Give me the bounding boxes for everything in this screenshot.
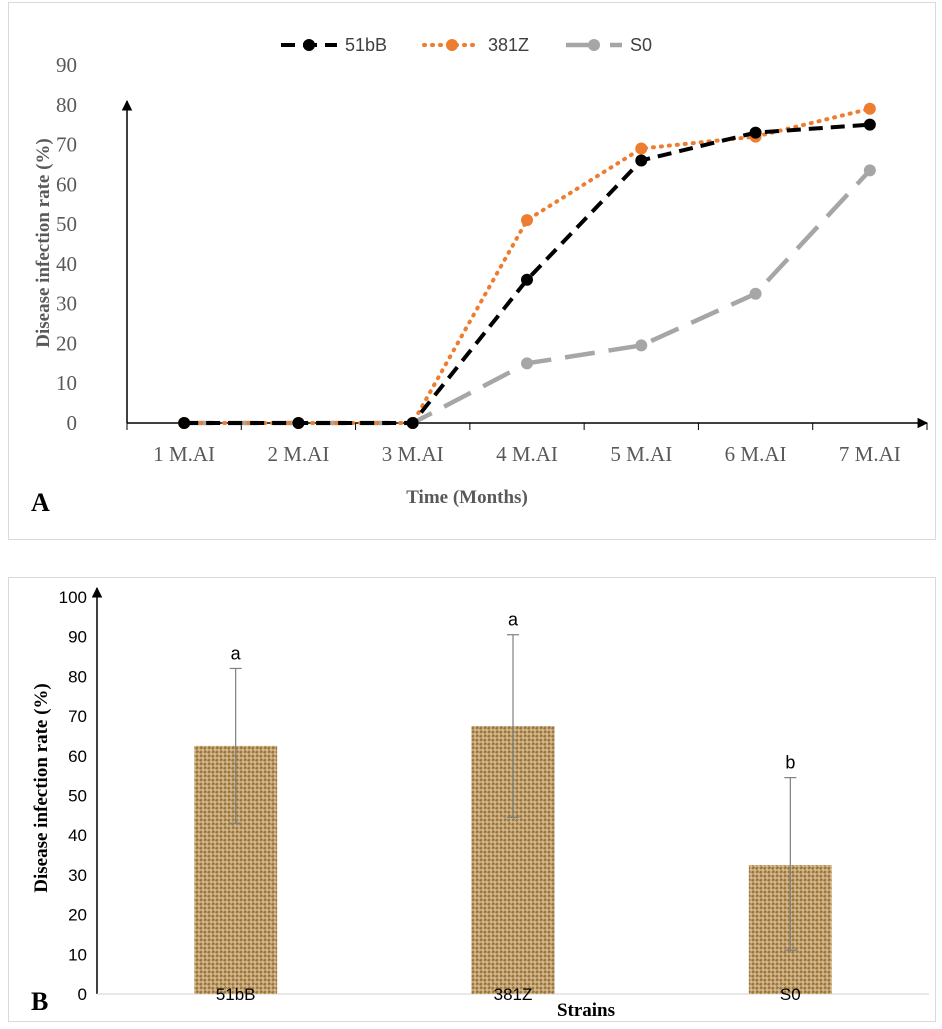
legend-label: 51bB [345,35,387,55]
panel-label: B [31,987,48,1016]
series-line-381Z [182,106,872,425]
x-tick-label: 7 M.AI [839,442,901,466]
data-point-51bB [863,118,876,131]
x-axis-title: Time (Months) [406,487,528,508]
y-tick-label: 40 [56,252,77,276]
y-tick-label: 10 [68,945,87,964]
y-tick-label: 50 [56,212,77,236]
y-tick-label: 0 [67,411,78,435]
y-tick-label: 0 [78,985,87,1004]
data-point-51bB [635,154,648,167]
panel-b-bar-chart: 0 10 20 30 40 50 60 70 80 90 100 a 51bB a 381Z b S0 Disea… [8,577,936,1022]
y-tick-label: 10 [56,371,77,395]
legend-label: S0 [630,35,652,55]
y-tick-label: 90 [56,53,77,77]
y-tick-label: 30 [68,866,87,885]
y-tick-label: 80 [56,93,77,117]
panel-label: A [31,488,50,517]
y-tick-label: 20 [56,331,77,355]
legend-label: 381Z [488,35,529,55]
bar-chart-svg: 0 10 20 30 40 50 60 70 80 90 100 a 51bB a 381Z b S0 Disea… [31,586,929,1021]
legend-marker-381Z [446,39,458,51]
x-tick-label: 3 M.AI [382,442,444,466]
y-axis-title: Disease infection rate (%) [31,683,52,892]
data-point-51bB [292,417,305,429]
x-tick-label: 4 M.AI [496,442,558,466]
y-tick-label: 70 [56,133,77,157]
y-tick-label: 40 [68,826,87,845]
data-point-381Z [521,214,533,227]
y-tick-label: 60 [68,747,87,766]
significance-letter: b [785,753,795,773]
data-point-S0 [863,164,876,177]
x-tick-label: 6 M.AI [725,442,787,466]
y-tick-label: 60 [56,172,77,196]
line-chart-svg: 0 10 20 30 40 50 60 70 80 90 1 M.AI 2 M.AI 3 M.AI 4 M… [31,35,929,517]
y-tick-label: 80 [68,667,87,686]
data-point-51bB [521,273,533,286]
x-tick-label: 5 M.AI [610,442,672,466]
x-tick-label: S0 [780,985,801,1004]
panel-a-line-chart: 0 10 20 30 40 50 60 70 80 90 1 M.AI 2 M.AI 3 M.AI 4 M… [8,2,936,540]
legend-marker-S0 [588,39,600,51]
data-point-51bB [178,417,191,429]
significance-letter: a [508,610,519,630]
data-point-S0 [521,357,533,370]
data-point-S0 [635,339,648,352]
x-tick-label: 51bB [216,985,256,1004]
data-point-381Z [863,102,876,115]
y-tick-label: 100 [59,588,87,607]
legend-marker-51bB [303,39,315,51]
y-tick-label: 50 [68,787,87,806]
x-tick-label: 381Z [494,985,533,1004]
data-point-51bB [749,126,762,139]
series-line-S0 [184,168,872,426]
y-tick-label: 30 [56,292,77,316]
data-point-51bB [406,417,419,429]
significance-letter: a [231,643,242,663]
y-tick-label: 70 [68,707,87,726]
x-axis-title: Strains [557,1000,615,1021]
x-tick-label: 1 M.AI [153,442,215,466]
y-tick-label: 20 [68,906,87,925]
data-point-381Z [635,142,648,155]
y-tick-label: 90 [68,628,87,647]
x-tick-label: 2 M.AI [268,442,330,466]
data-point-S0 [749,287,762,300]
y-axis-title: Disease infection rate (%) [33,138,54,347]
